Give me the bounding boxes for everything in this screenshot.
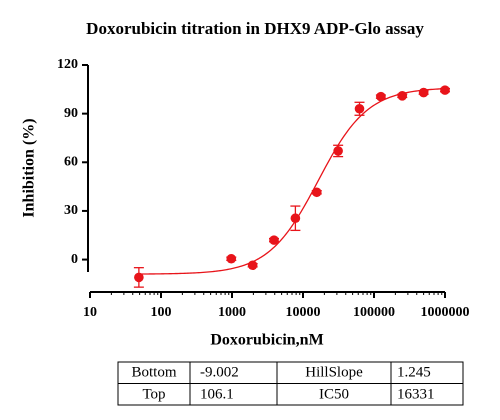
table-cell: -9.002: [200, 364, 239, 380]
fit-curve: [138, 87, 446, 275]
data-point: [134, 272, 144, 283]
fit-table: [117, 361, 464, 406]
data-point: [418, 87, 429, 98]
chart-title: Doxorubicin titration in DHX9 ADP-Glo as…: [86, 19, 424, 38]
table-cell: 16331: [397, 386, 435, 402]
table-cell: Bottom: [131, 364, 176, 380]
y-axis-label: Inhibition (%): [21, 118, 38, 217]
data-point: [247, 260, 258, 271]
y-tick-label: 120: [57, 57, 78, 72]
y-tick-label: 0: [71, 252, 78, 267]
data-point: [226, 253, 237, 264]
table-cell: 106.1: [200, 386, 234, 402]
data-point: [269, 235, 279, 245]
y-tick-label: 60: [64, 155, 78, 170]
table-cell: Top: [142, 386, 165, 402]
data-point: [376, 91, 386, 102]
x-tick-label: 1000000: [421, 305, 470, 320]
table-cell: 1.245: [397, 364, 431, 380]
x-axis-label: Doxorubicin,nM: [210, 332, 323, 349]
data-point: [333, 146, 343, 156]
x-tick-label: 1000: [218, 305, 246, 320]
table-cell: HillSlope: [305, 364, 363, 380]
data-point: [311, 187, 322, 198]
data-point: [290, 213, 301, 224]
x-tick-label: 100: [151, 305, 172, 320]
data-point: [397, 91, 408, 101]
x-tick-label: 10: [83, 305, 97, 320]
x-tick-label: 100000: [353, 305, 395, 320]
data-point: [354, 103, 365, 114]
x-tick-label: 10000: [286, 305, 321, 320]
y-tick-label: 90: [64, 106, 78, 121]
table-cell: IC50: [319, 386, 349, 402]
data-point: [440, 85, 450, 95]
y-tick-label: 30: [64, 203, 78, 218]
